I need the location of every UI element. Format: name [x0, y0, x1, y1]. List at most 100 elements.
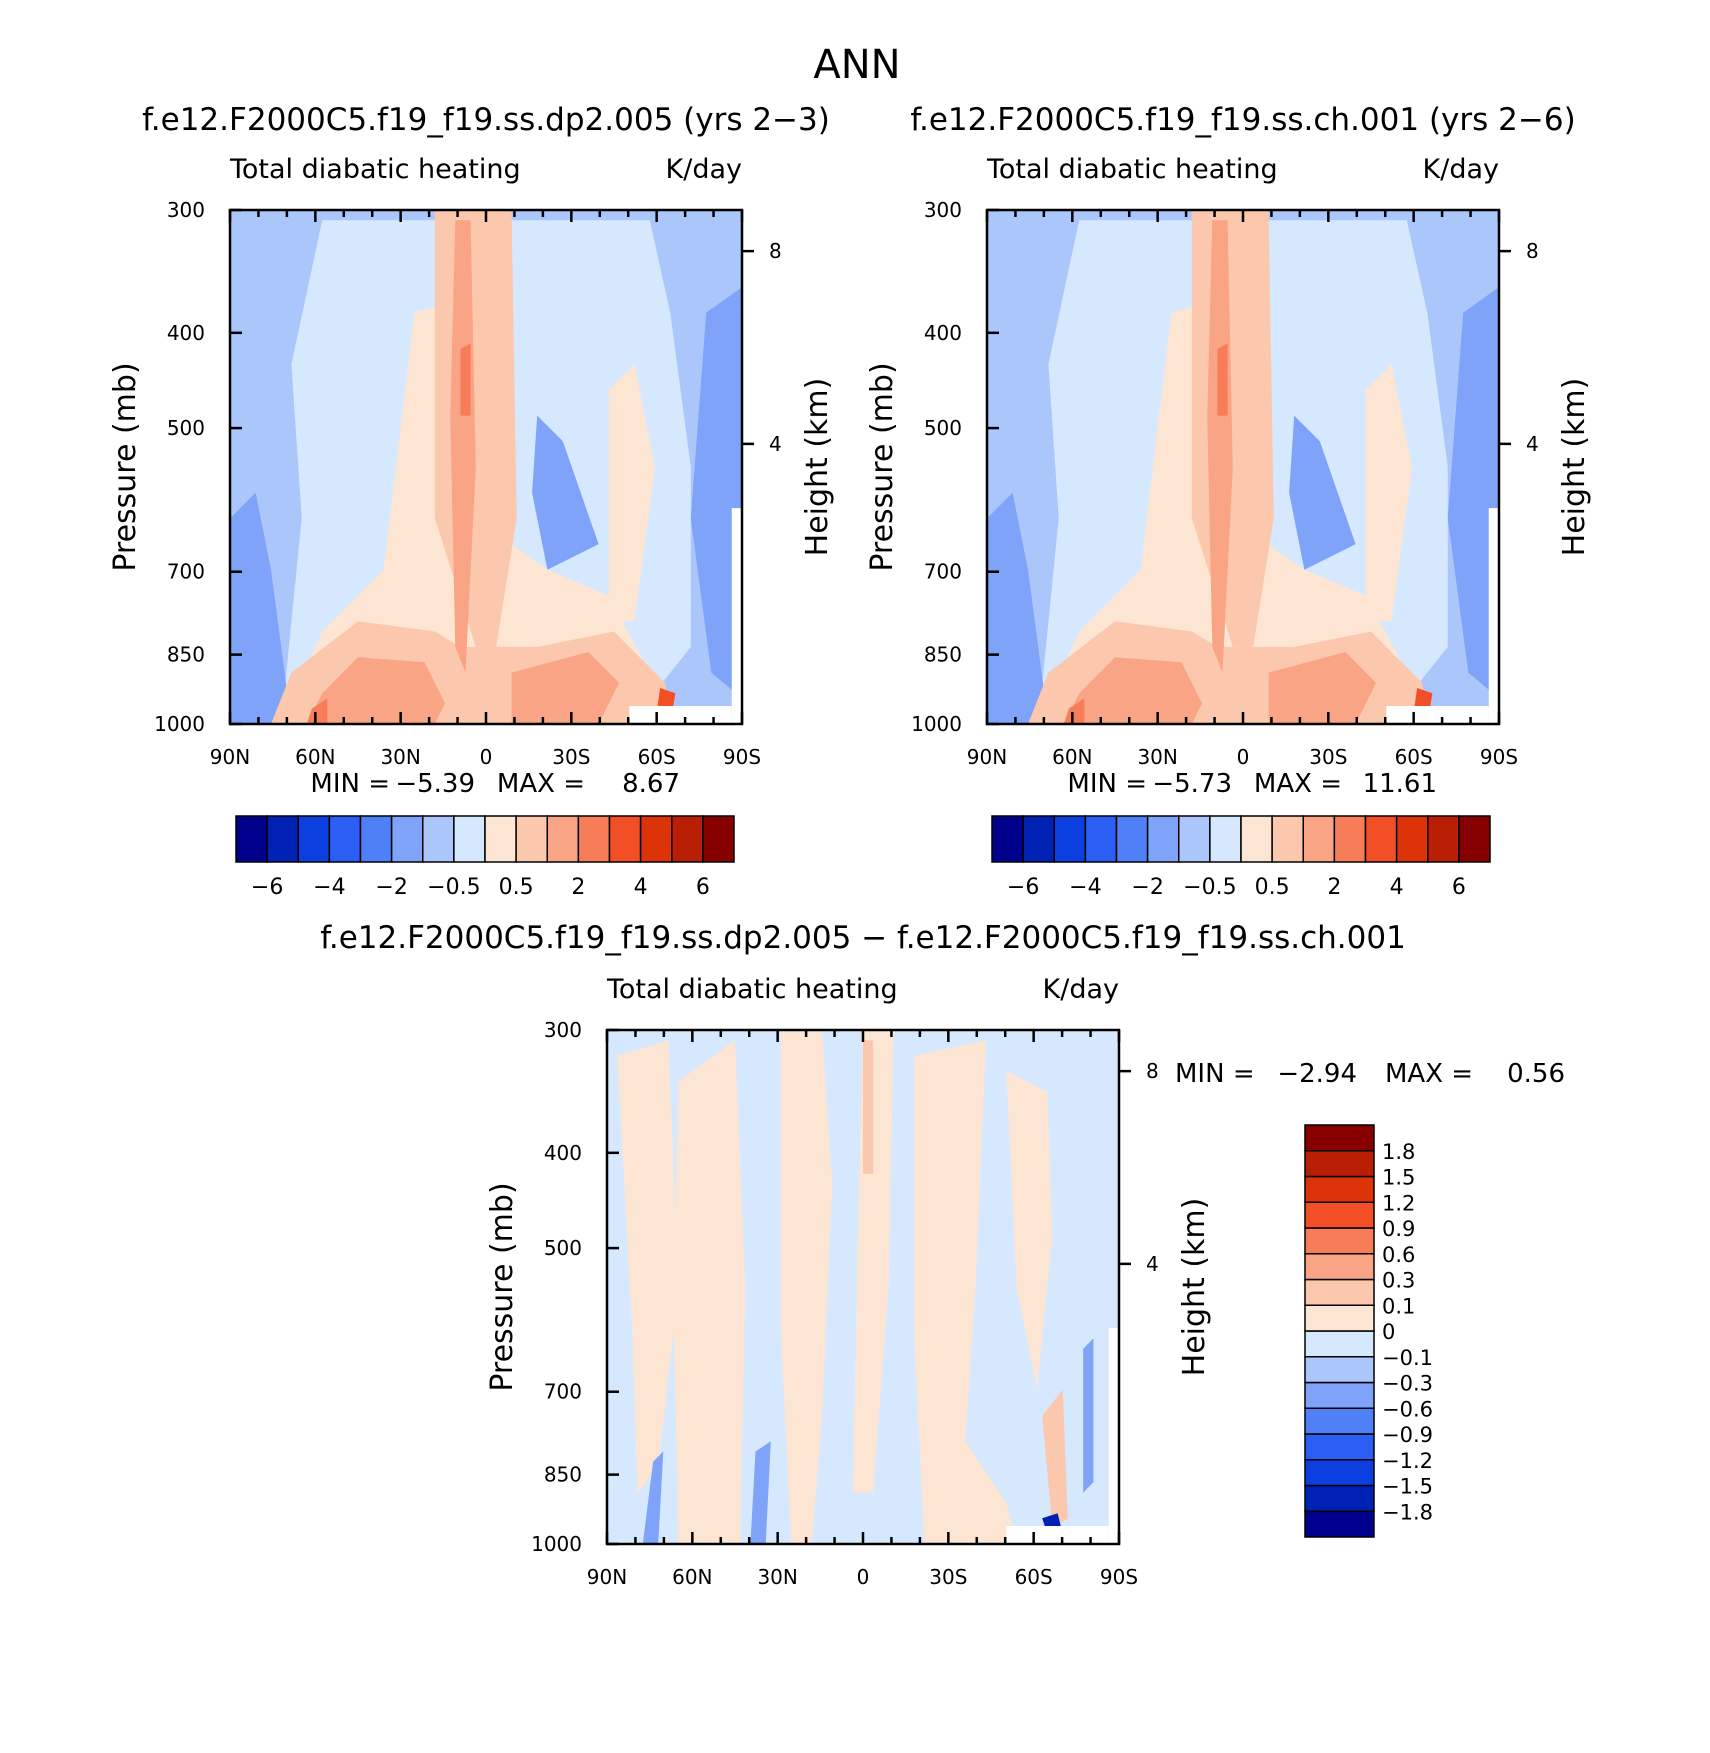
colorbar-swatch — [1304, 1330, 1375, 1358]
colorbar-label: −0.9 — [1382, 1423, 1433, 1447]
field-missing — [629, 706, 732, 724]
field-missing — [1488, 508, 1499, 724]
panel-subtitle-right: K/day — [1043, 974, 1119, 1005]
chart-panel-1: f.e12.F2000C5.f19_f19.ss.dp2.005 (yrs 2−… — [108, 102, 835, 900]
x-tick-label: 0 — [857, 1565, 870, 1589]
field-missing — [1386, 706, 1489, 724]
y-right-tick-label: 8 — [1526, 239, 1539, 263]
colorbar-swatch — [1146, 815, 1180, 863]
colorbar-label: −1.2 — [1382, 1449, 1433, 1473]
y-tick-label: 1000 — [531, 1532, 582, 1556]
field-region — [1289, 415, 1356, 570]
colorbar-swatch — [608, 815, 642, 863]
x-tick-label: 90S — [1100, 1565, 1138, 1589]
colorbar-label: 2 — [571, 875, 585, 900]
colorbar-label: 0.9 — [1382, 1217, 1415, 1241]
colorbar-swatch — [297, 815, 331, 863]
colorbar-swatch — [1053, 815, 1087, 863]
field-region — [987, 492, 1049, 724]
colorbar-label: 4 — [634, 875, 648, 900]
colorbar-label: −2 — [1131, 875, 1163, 900]
x-tick-label: 90N — [587, 1565, 627, 1589]
field-region — [1268, 652, 1377, 724]
colorbar-label: 1.5 — [1382, 1166, 1415, 1190]
colorbar-label: −1.5 — [1382, 1475, 1433, 1499]
min-label: MIN = — [1067, 769, 1147, 799]
y-tick-label: 300 — [924, 198, 962, 222]
colorbar-swatch — [1084, 815, 1118, 863]
colorbar-swatch — [1302, 815, 1336, 863]
colorbar-label: 0.5 — [499, 875, 534, 900]
panel-subtitle-left: Total diabatic heating — [229, 154, 521, 185]
colorbar-swatch — [1304, 1304, 1375, 1332]
y-tick-label: 1000 — [154, 712, 205, 736]
colorbar-label: 1.8 — [1382, 1140, 1415, 1164]
colorbar-label: 0.3 — [1382, 1269, 1415, 1293]
colorbar-swatch — [359, 815, 393, 863]
y-tick-label: 300 — [544, 1018, 582, 1042]
min-value: −2.94 — [1277, 1059, 1357, 1089]
colorbar-swatch — [1022, 815, 1055, 863]
colorbar-swatch — [1364, 815, 1398, 863]
x-tick-label: 60N — [1052, 745, 1092, 769]
colorbar-label: −0.1 — [1382, 1346, 1433, 1370]
y-tick-label: 400 — [924, 321, 962, 345]
colorbar-label: −0.6 — [1382, 1397, 1433, 1421]
x-tick-label: 0 — [1237, 745, 1250, 769]
colorbar-label: 0 — [1382, 1320, 1395, 1344]
colorbar-swatch — [1271, 815, 1304, 863]
chart-panel-3: f.e12.F2000C5.f19_f19.ss.dp2.005 − f.e12… — [320, 920, 1565, 1589]
colorbar-label: −4 — [1069, 875, 1101, 900]
field-region — [1447, 287, 1499, 699]
colorbar-swatch — [1304, 1124, 1375, 1152]
colorbar-label: −6 — [1007, 875, 1039, 900]
field-region — [1365, 364, 1412, 622]
min-value: −5.39 — [395, 769, 475, 799]
colorbar-label: 2 — [1327, 875, 1341, 900]
contour-field — [987, 210, 1499, 724]
x-tick-label: 60S — [1015, 1565, 1053, 1589]
y-tick-label: 500 — [924, 416, 962, 440]
x-tick-label: 30N — [757, 1565, 797, 1589]
x-tick-label: 90S — [1480, 745, 1518, 769]
y-tick-label: 850 — [924, 643, 962, 667]
colorbar-swatch — [1395, 815, 1429, 863]
colorbar-swatch — [546, 815, 580, 863]
field-region — [642, 1451, 664, 1544]
colorbar-swatch — [702, 815, 735, 863]
colorbar-label: −4 — [313, 875, 345, 900]
colorbar-label: −2 — [375, 875, 407, 900]
field-region — [1042, 1389, 1068, 1529]
field-region — [511, 652, 620, 724]
colorbar-swatch — [453, 815, 486, 863]
field-region — [750, 1441, 771, 1544]
colorbar-swatch — [1304, 1459, 1375, 1487]
colorbar-swatch — [1304, 1510, 1375, 1538]
field-region — [1006, 1071, 1053, 1390]
colorbar-label: 0.6 — [1382, 1243, 1415, 1267]
y-tick-label: 850 — [544, 1463, 582, 1487]
field-region — [460, 343, 471, 416]
y-tick-label: 1000 — [911, 712, 962, 736]
field-region — [608, 364, 655, 622]
x-tick-label: 30S — [929, 1565, 967, 1589]
colorbar-swatch — [1115, 815, 1149, 863]
colorbar-swatch — [1304, 1433, 1375, 1461]
field-region — [914, 1040, 1017, 1544]
field-region — [230, 492, 292, 724]
x-tick-label: 30N — [1137, 745, 1177, 769]
y-right-tick-label: 4 — [1526, 432, 1539, 456]
colorbar-swatch — [1240, 815, 1273, 863]
colorbar-label: 6 — [696, 875, 710, 900]
field-region — [1063, 657, 1202, 724]
field-region — [306, 698, 328, 724]
colorbar-label: 0.5 — [1255, 875, 1290, 900]
field-region — [1207, 220, 1233, 673]
colorbar: −6 −4 −2 −0.5 0.5 2 4 6 — [235, 815, 735, 900]
colorbar-swatch — [390, 815, 424, 863]
max-value: 8.67 — [622, 769, 680, 799]
colorbar-swatch — [1304, 1407, 1375, 1435]
field-region — [781, 1030, 833, 1544]
colorbar-swatch — [1333, 815, 1367, 863]
